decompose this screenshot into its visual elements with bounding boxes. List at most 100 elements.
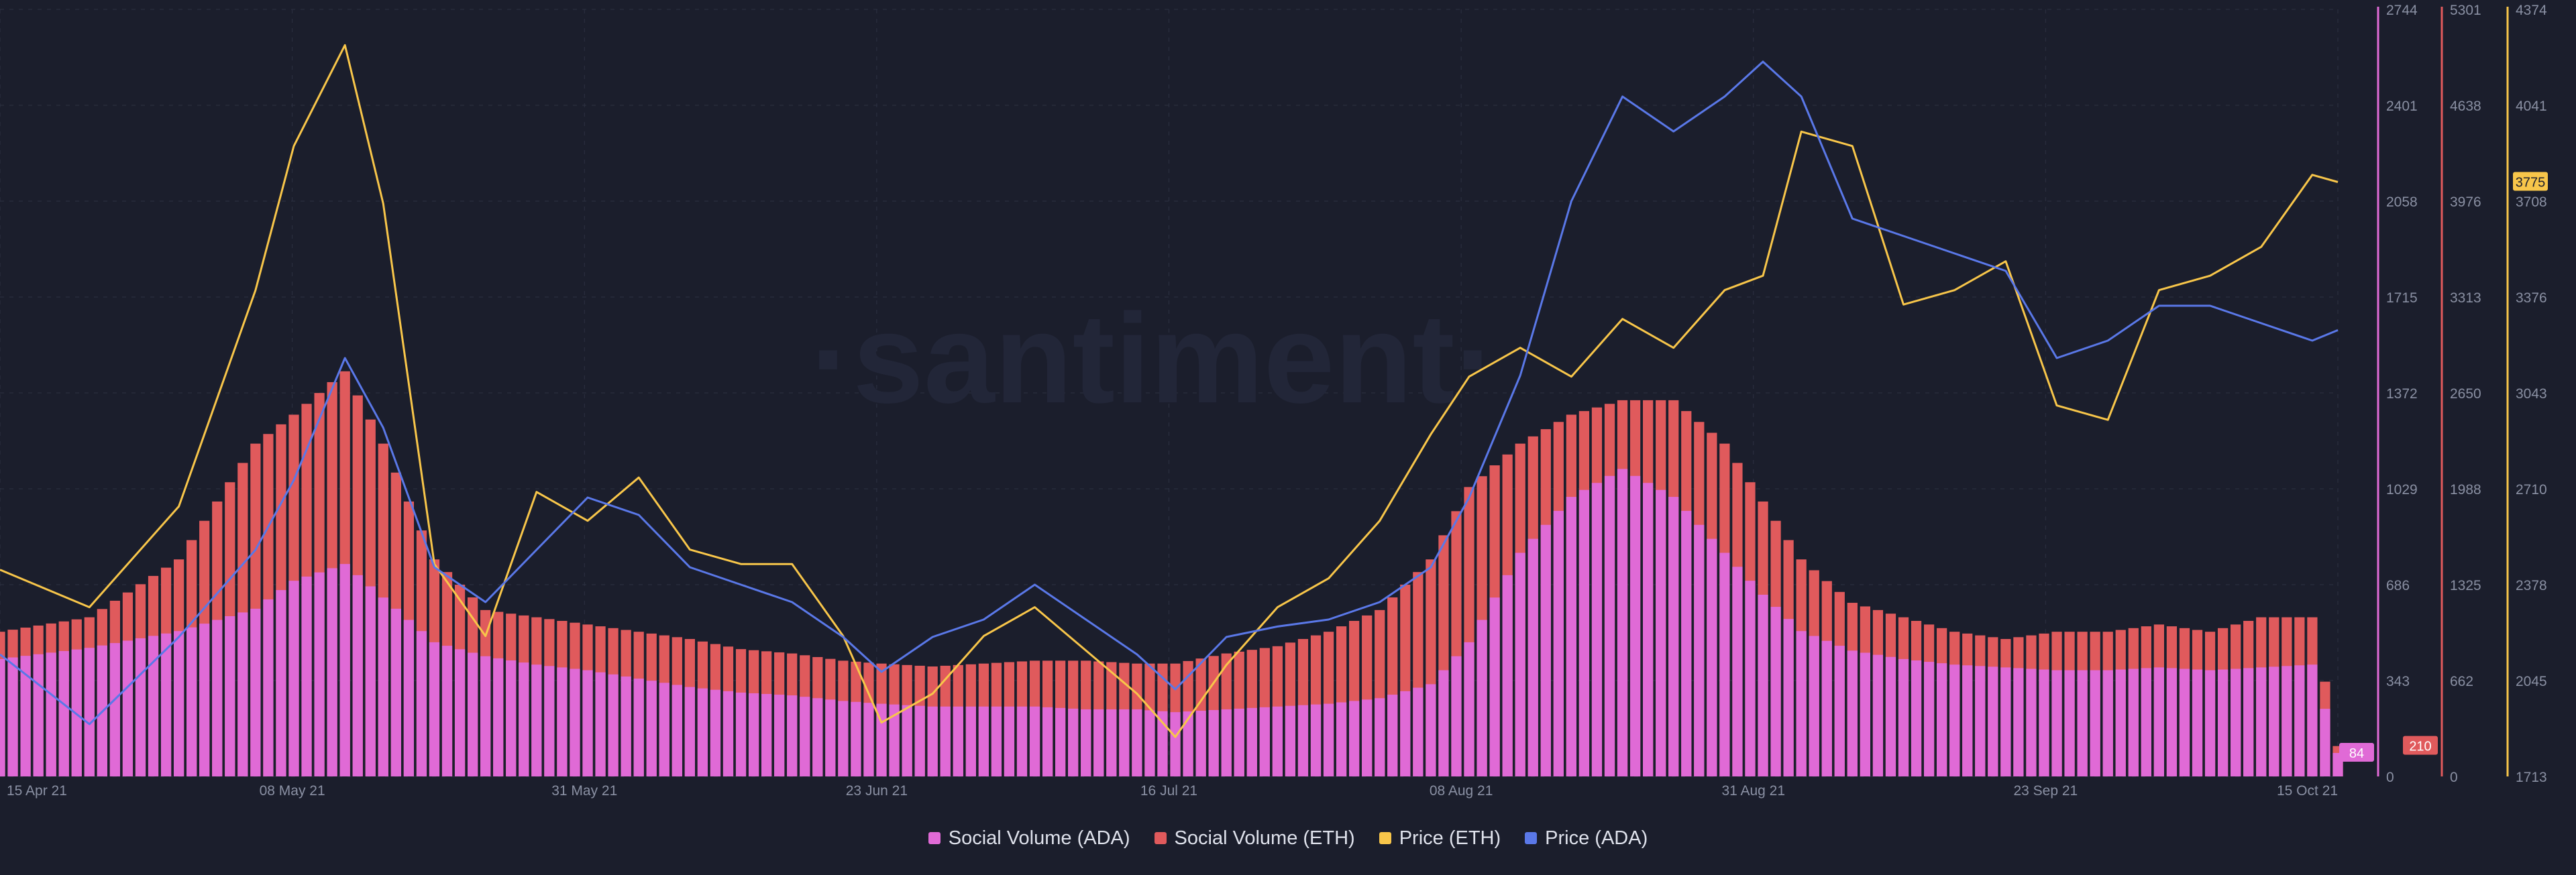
bar-social-ada [800,697,810,776]
bar-social-ada [1426,684,1436,776]
axis-social-eth-tick: 5301 [2450,3,2481,18]
bar-social-ada [1872,654,1884,776]
bar-social-ada [212,620,223,776]
bar-social-ada [1694,524,1705,776]
x-tick-label: 31 Aug 21 [1721,783,1785,799]
bar-social-ada [506,660,517,776]
bar-social-ada [646,681,657,776]
legend-label-social-ada: Social Volume (ADA) [948,827,1130,849]
bar-social-ada [1988,666,1998,776]
bar-social-ada [493,658,504,776]
bar-social-ada [1195,711,1206,776]
bar-social-ada [1246,707,1257,776]
bar-social-ada [965,706,976,776]
bar-social-ada [1681,510,1692,776]
axis-social-eth-tick: 2650 [2450,386,2481,402]
bar-social-ada [2064,670,2075,776]
bar-social-ada [722,691,734,776]
legend-item-social-eth[interactable]: Social Volume (ETH) [1154,827,1355,850]
bar-social-ada [1809,636,1819,776]
bar-social-ada [1221,709,1232,776]
bar-social-ada [1055,707,1066,776]
bar-social-ada [276,590,286,776]
x-tick-label: 23 Sep 21 [2013,783,2078,799]
bar-social-ada [1617,469,1628,776]
bar-social-ada [2102,670,2113,776]
bar-social-ada [2026,668,2037,776]
bar-social-ada [1821,640,1832,776]
x-tick-label: 08 Aug 21 [1430,783,1493,799]
bar-social-ada [365,586,376,776]
bar-social-ada [1132,709,1142,776]
bar-social-ada [863,703,874,776]
lines-layer [0,44,2339,738]
bar-social-ada [2013,668,2024,776]
bar-social-ada [2204,670,2216,776]
axis-price-eth-tick: 3043 [2516,386,2547,402]
bar-social-ada [1578,489,1590,776]
bar-social-ada [748,693,759,776]
bar-social-ada [1297,705,1309,776]
line-price-ada [0,60,2339,725]
bar-social-ada [2153,667,2165,776]
axis-price-eth-tick: 3376 [2516,290,2547,306]
legend-item-social-ada[interactable]: Social Volume (ADA) [928,827,1130,850]
bar-social-ada [429,642,440,776]
bar-social-ada [1336,702,1347,776]
axis-social-ada-tick: 1715 [2386,290,2418,306]
bar-social-ada [544,666,555,776]
bar-social-ada [1387,695,1398,776]
legend-item-price-eth[interactable]: Price (ETH) [1379,827,1501,850]
bar-social-ada [1515,552,1525,776]
bar-social-ada [1004,706,1015,776]
bar-social-ada [570,668,580,776]
bar-social-ada [263,599,274,776]
bar-social-ada [378,597,388,776]
bar-social-ada [2039,669,2049,776]
bar-social-ada [1183,711,1193,776]
bar-social-ada [160,633,172,776]
bar-social-ada [2077,670,2088,776]
axis-price-eth-tick: 1713 [2516,770,2547,785]
axis-social-eth-tick: 1325 [2450,578,2481,593]
bar-social-ada [186,627,197,776]
bar-social-ada [1119,709,1130,776]
bar-social-ada [684,687,695,776]
bar-social-ada [416,631,427,776]
axis-social-ada-tick: 2744 [2386,3,2418,18]
bar-social-ada [1170,712,1181,776]
bar-social-ada [838,701,849,776]
axis-social-ada-tick: 686 [2386,578,2410,593]
bar-social-ada [1834,646,1845,776]
x-tick-label: 16 Jul 21 [1140,783,1197,799]
bar-social-ada [1157,711,1168,776]
bar-social-ada [633,679,644,776]
watermark: ·santiment· [810,288,1497,430]
x-tick-label: 15 Apr 21 [7,783,67,799]
bar-social-ada [314,572,325,776]
bar-social-ada [1629,475,1641,776]
bar-social-ada [659,683,669,776]
bar-social-ada [454,649,466,776]
legend-item-price-ada[interactable]: Price (ADA) [1525,827,1648,850]
bar-social-ada [1656,489,1666,776]
bar-social-ada [1668,497,1679,776]
legend-swatch-price-ada [1525,832,1538,844]
bar-social-ada [787,695,798,776]
bar-social-ada [621,676,631,776]
bar-social-ada [1783,619,1794,776]
bar-social-ada [1962,665,1973,776]
x-tick-label: 08 May 21 [260,783,325,799]
bar-social-ada [7,657,18,776]
bar-social-ada [953,706,963,776]
axis-social-eth-current-value: 210 [2409,740,2431,754]
bar-social-ada [1975,666,1986,776]
axis-social-eth-tick: 3976 [2450,194,2481,210]
axis-social-ada-tick: 1372 [2386,386,2418,402]
bar-social-ada [1502,575,1513,776]
x-tick-label: 23 Jun 21 [846,783,908,799]
bar-social-ada [1566,497,1576,776]
bar-social-ada [825,699,836,776]
bar-social-ada [20,656,31,776]
bar-social-ada [2294,665,2305,776]
